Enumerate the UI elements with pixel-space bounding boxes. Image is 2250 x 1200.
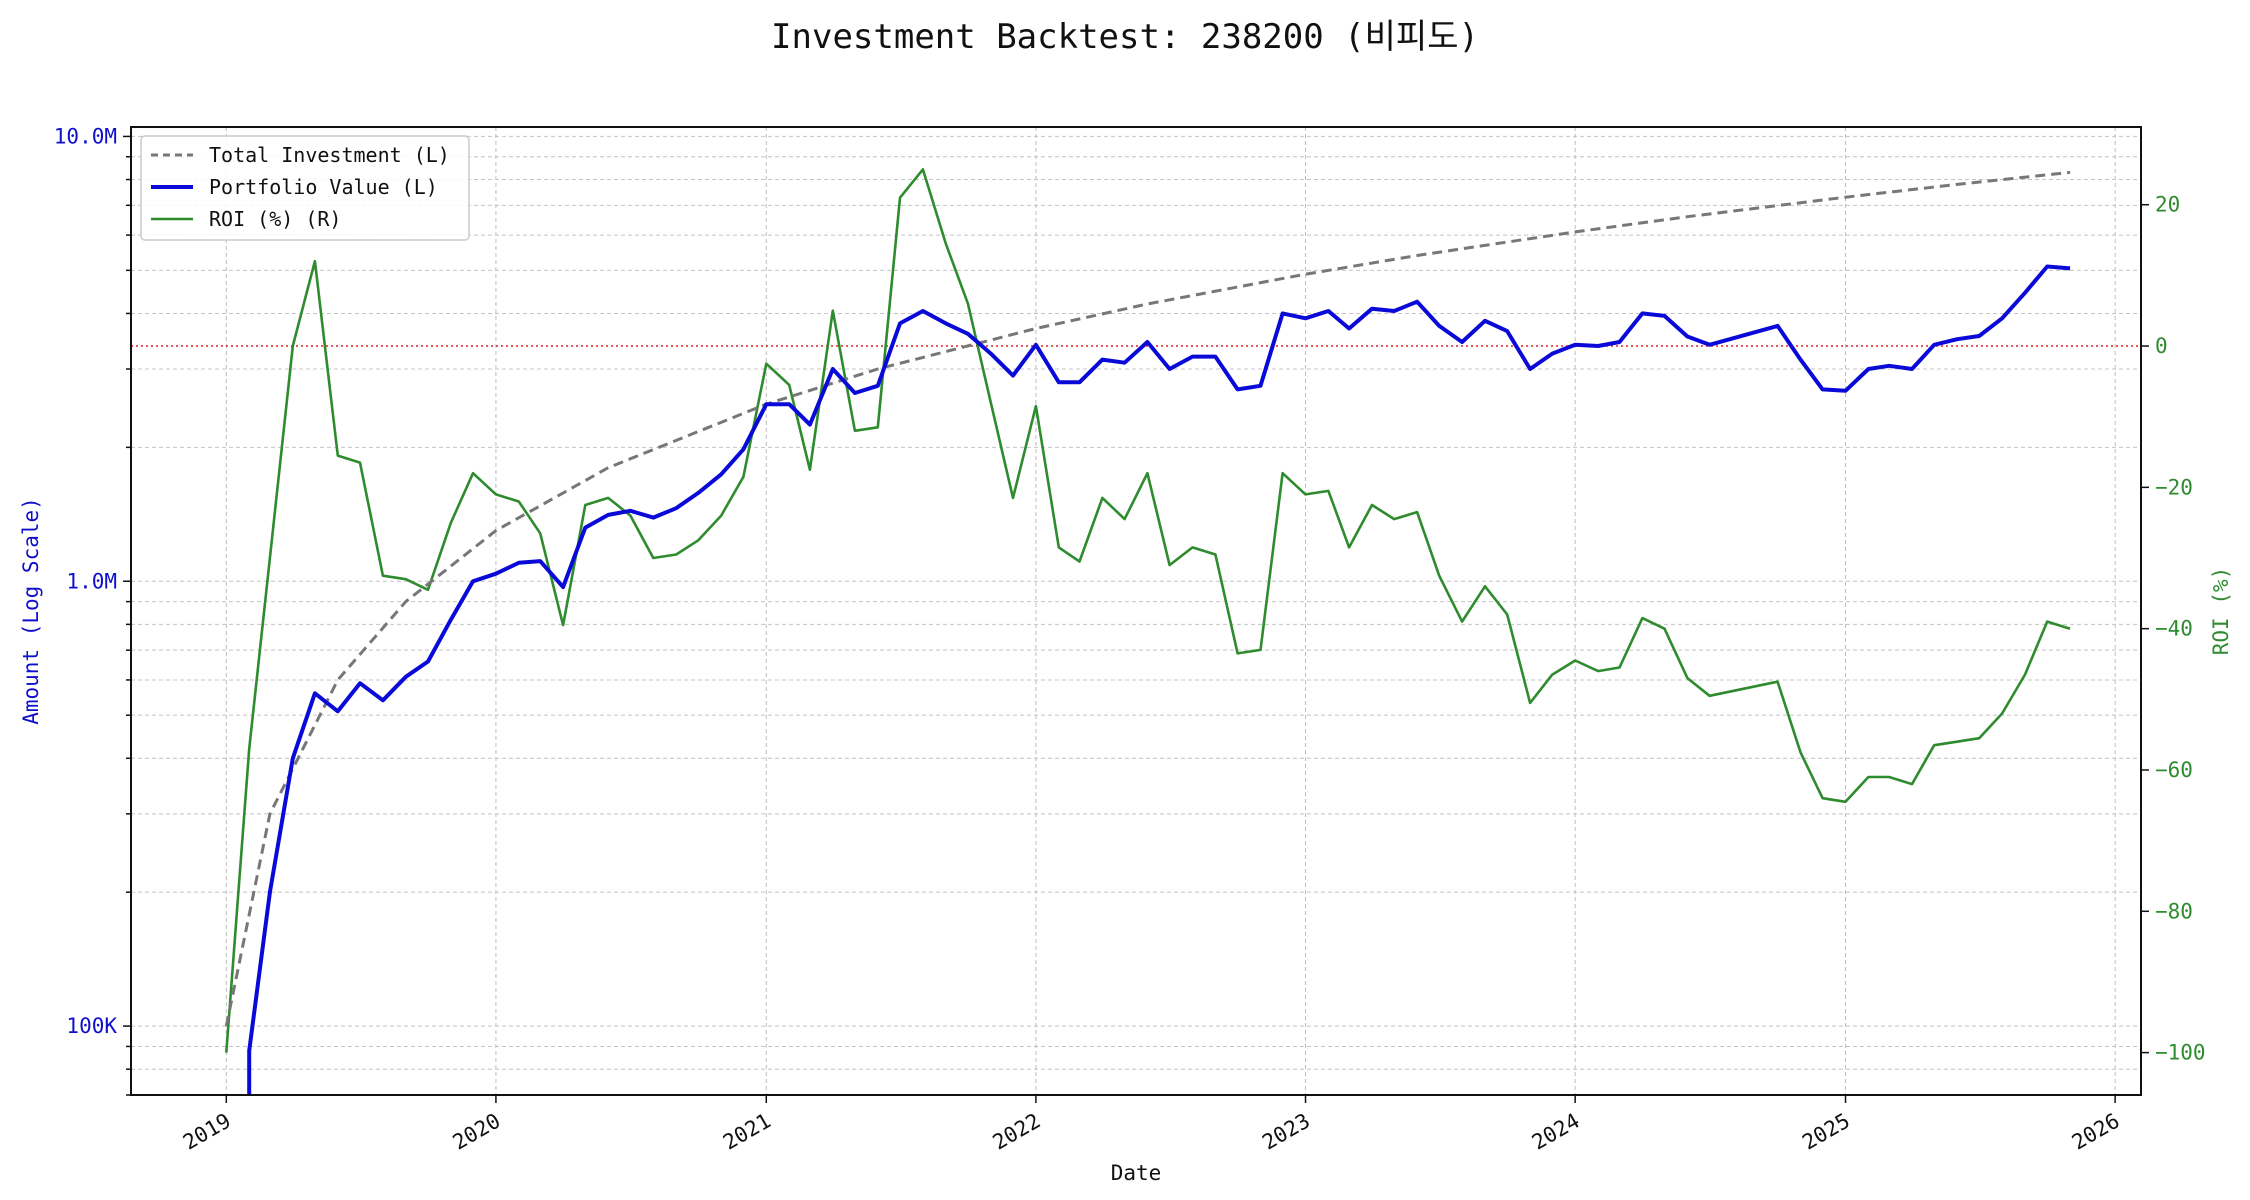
x-tick-label: 2019 (179, 1109, 235, 1155)
series-line-total-investment (224, 170, 2071, 1027)
x-tick-label: 2020 (449, 1109, 505, 1155)
right-tick-label: −100 (2155, 1041, 2206, 1065)
right-tick-label: −40 (2155, 617, 2193, 641)
plot-frame (130, 126, 2142, 1096)
chart-title: Investment Backtest: 238200 (비피도) (771, 17, 1479, 57)
right-axis: −100 −80 −60 −40 −20 0 20 (2141, 193, 2206, 1065)
x-tick-label: 2022 (989, 1109, 1045, 1155)
x-axis-label: Date (1111, 1161, 1162, 1185)
legend: Total Investment (L) Portfolio Value (L) R… (140, 135, 470, 241)
left-tick-label: 1.0M (66, 569, 117, 593)
legend-label-portfolio-value: Portfolio Value (L) (209, 175, 438, 199)
x-tick-label: 2026 (2068, 1109, 2124, 1155)
grid (131, 127, 2141, 1096)
left-axis: 100K 1.0M 10.0M (54, 124, 131, 1096)
x-tick-label: 2024 (1528, 1109, 1584, 1155)
series-line-portfolio-value (247, 264, 2071, 1095)
x-tick-label: 2021 (719, 1109, 775, 1155)
x-tick-label: 2023 (1258, 1109, 1314, 1155)
right-tick-label: 0 (2155, 334, 2168, 358)
left-tick-label: 100K (66, 1014, 117, 1038)
legend-box (140, 135, 470, 241)
right-tick-label: 20 (2155, 193, 2180, 217)
x-axis: 2019 2020 2021 2022 2023 2024 2025 2026 (179, 1095, 2124, 1155)
right-axis-label: ROI (%) (2209, 567, 2233, 656)
left-axis-label: Amount (Log Scale) (19, 497, 43, 725)
left-tick-label: 10.0M (54, 124, 117, 148)
series-line-roi (225, 168, 2071, 1053)
legend-label-roi: ROI (%) (R) (209, 207, 341, 231)
right-tick-label: −20 (2155, 475, 2193, 499)
legend-label-total-investment: Total Investment (L) (209, 143, 450, 167)
series-group (224, 168, 2071, 1095)
x-tick-label: 2025 (1798, 1109, 1854, 1155)
right-tick-label: −60 (2155, 758, 2193, 782)
right-tick-label: −80 (2155, 899, 2193, 923)
